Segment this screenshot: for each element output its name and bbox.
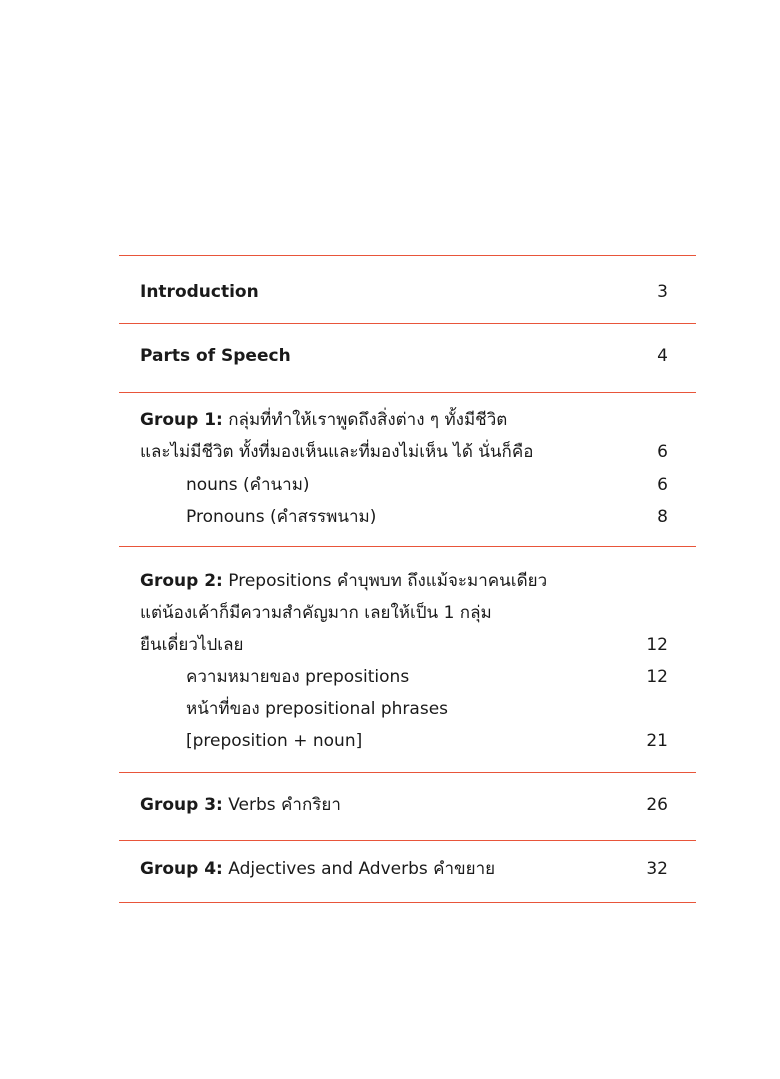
toc-entry-group-4[interactable]: Group 4: Adjectives and Adverbs คำขยาย 32	[140, 856, 668, 882]
page-number: 26	[646, 795, 668, 815]
toc-subentry-meaning[interactable]: ความหมายของ prepositions 12	[186, 664, 668, 690]
divider	[119, 546, 696, 547]
page-number: 6	[657, 442, 668, 462]
entry-text: แต่น้องเค้าก็มีความสำคัญมาก เลยให้เป็น 1…	[140, 603, 492, 623]
entry-label: Group 3:	[140, 795, 223, 815]
toc-entry-group-2[interactable]: Group 2: Prepositions คำบุพบท ถึงแม้จะมา…	[140, 568, 668, 594]
entry-text: กลุ่มที่ทำให้เราพูดถึงสิ่งต่าง ๆ ทั้งมีช…	[228, 410, 508, 430]
toc-subentry-function-cont[interactable]: [preposition + noun] 21	[186, 728, 668, 754]
entry-text: Adjectives and Adverbs คำขยาย	[228, 859, 496, 879]
toc-entry-group-2-cont[interactable]: แต่น้องเค้าก็มีความสำคัญมาก เลยให้เป็น 1…	[140, 600, 668, 626]
page-number: 6	[657, 475, 668, 495]
entry-label: Group 2:	[140, 571, 223, 591]
divider	[119, 392, 696, 393]
entry-label: Group 4:	[140, 859, 223, 879]
entry-title: Introduction	[140, 282, 259, 302]
entry-text: และไม่มีชีวิต ทั้งที่มองเห็นและที่มองไม่…	[140, 442, 534, 462]
toc-entry-group-2-cont[interactable]: ยืนเดี่ยวไปเลย 12	[140, 632, 668, 658]
page-number: 21	[646, 731, 668, 751]
entry-text: ความหมายของ prepositions	[186, 667, 410, 687]
divider	[119, 323, 696, 324]
page-number: 8	[657, 507, 668, 527]
toc-entry-parts-of-speech[interactable]: Parts of Speech 4	[140, 343, 668, 369]
divider	[119, 255, 696, 256]
divider	[119, 902, 696, 903]
entry-text: Verbs คำกริยา	[228, 795, 341, 815]
entry-text: Prepositions คำบุพบท ถึงแม้จะมาคนเดียว	[228, 571, 548, 591]
page-number: 12	[646, 635, 668, 655]
toc-subentry-function[interactable]: หน้าที่ของ prepositional phrases	[186, 696, 668, 722]
divider	[119, 840, 696, 841]
entry-label: Group 1:	[140, 410, 223, 430]
page-number: 32	[646, 859, 668, 879]
entry-text: Pronouns (คำสรรพนาม)	[186, 507, 377, 527]
entry-text: หน้าที่ของ prepositional phrases	[186, 699, 449, 719]
toc-subentry-nouns[interactable]: nouns (คำนาม) 6	[186, 472, 668, 498]
toc-entry-group-1[interactable]: Group 1: กลุ่มที่ทำให้เราพูดถึงสิ่งต่าง …	[140, 407, 668, 433]
page-number: 4	[657, 346, 668, 366]
toc-entry-introduction[interactable]: Introduction 3	[140, 279, 668, 305]
entry-text: ยืนเดี่ยวไปเลย	[140, 635, 244, 655]
divider	[119, 772, 696, 773]
toc-entry-group-1-cont[interactable]: และไม่มีชีวิต ทั้งที่มองเห็นและที่มองไม่…	[140, 439, 668, 465]
toc-entry-group-3[interactable]: Group 3: Verbs คำกริยา 26	[140, 792, 668, 818]
entry-title: Parts of Speech	[140, 346, 291, 366]
page-number: 3	[657, 282, 668, 302]
page-number: 12	[646, 667, 668, 687]
entry-text: nouns (คำนาม)	[186, 475, 310, 495]
toc-subentry-pronouns[interactable]: Pronouns (คำสรรพนาม) 8	[186, 504, 668, 530]
entry-text: [preposition + noun]	[186, 731, 363, 751]
